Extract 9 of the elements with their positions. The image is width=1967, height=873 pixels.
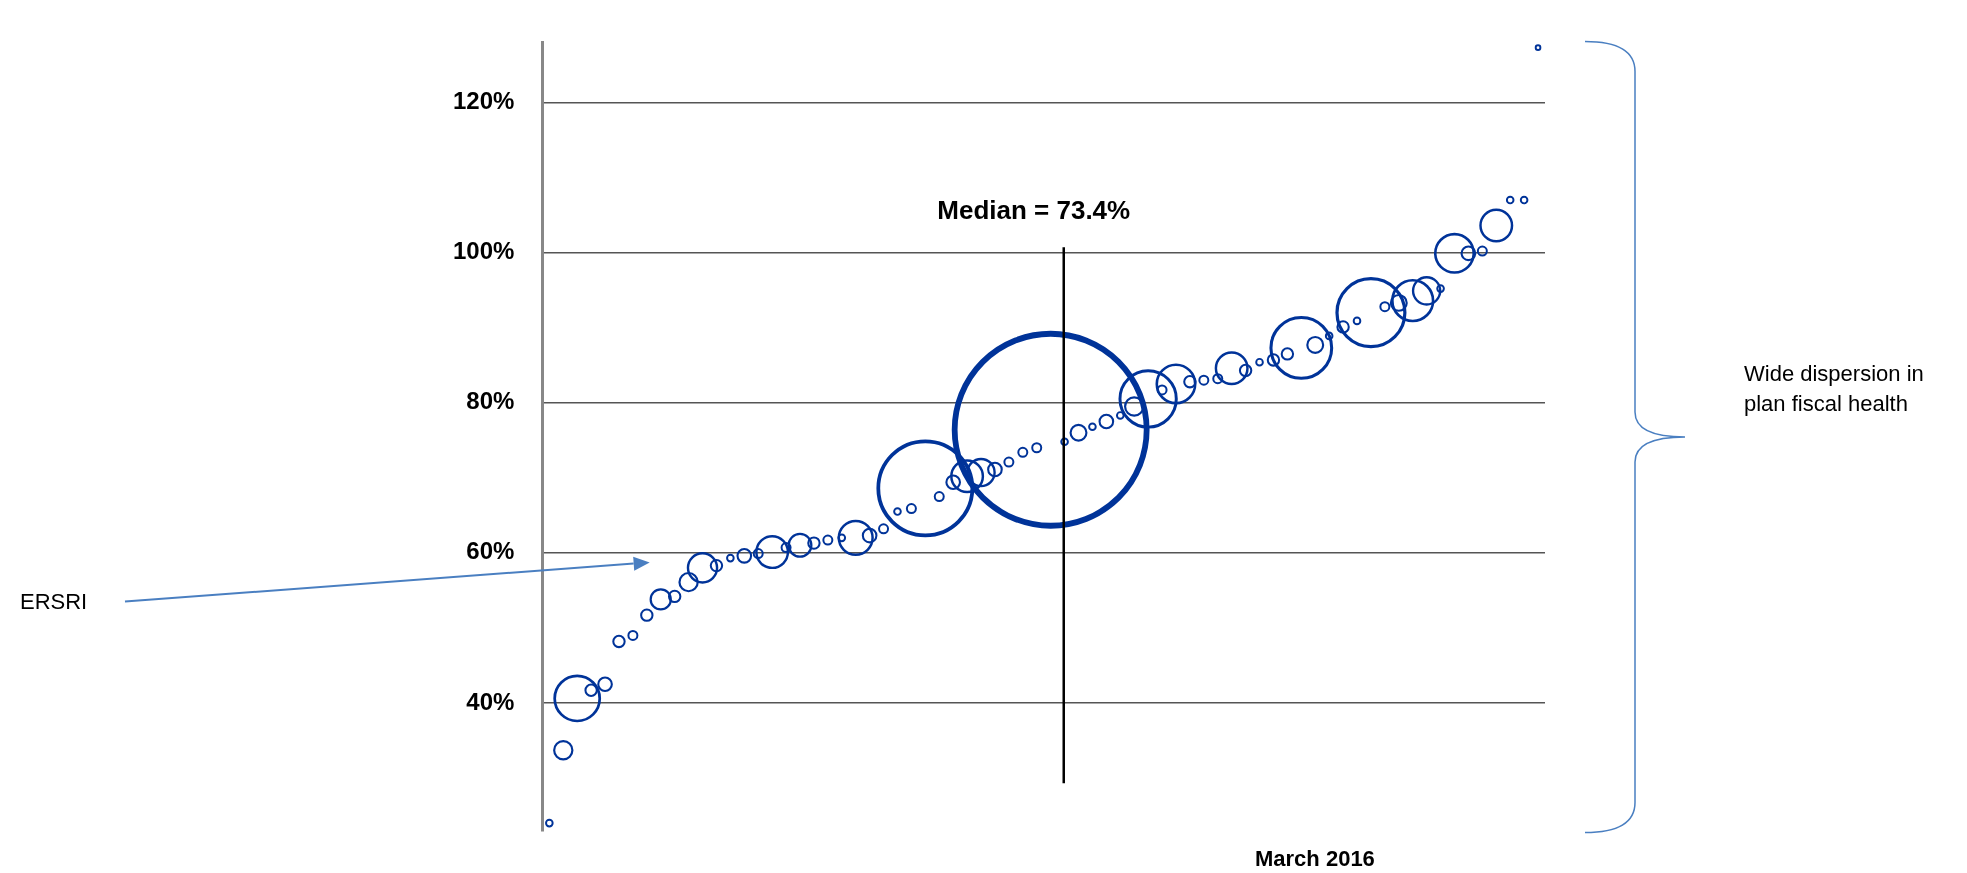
y-tick-label: 60% <box>466 537 515 565</box>
annotation: Median = 73.4% <box>936 195 1132 227</box>
text: March 2016 <box>1255 846 1375 872</box>
y-tick-label: 100% <box>452 237 515 265</box>
text: Wide dispersion in plan fiscal health <box>1744 360 1925 418</box>
y-tick-label: 40% <box>466 687 515 715</box>
y-tick-label: 80% <box>466 387 515 415</box>
text: ERSRI <box>20 588 88 615</box>
y-tick-label: 120% <box>452 87 515 115</box>
